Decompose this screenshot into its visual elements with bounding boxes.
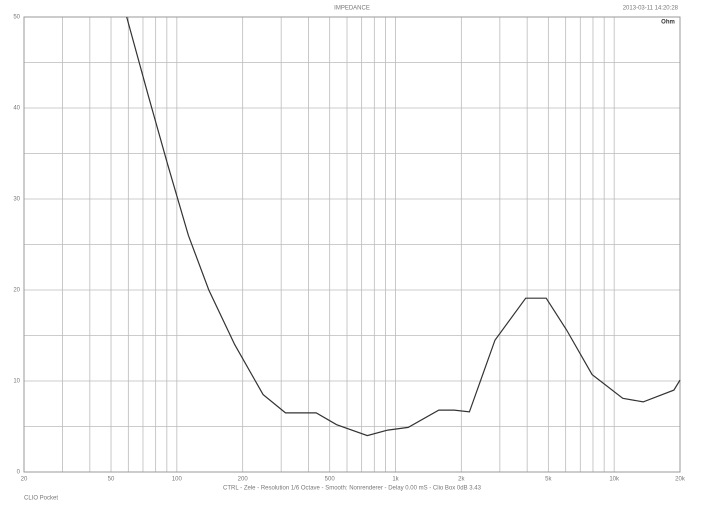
chart-title: IMPEDANCE [334, 6, 370, 12]
x-tick-label: 500 [325, 477, 336, 483]
data-line [126, 16, 681, 437]
x-tick-label: 20k [675, 477, 686, 483]
x-tick-label: 10k [609, 477, 620, 483]
footer: CLIO Pocket [24, 496, 58, 502]
y-tick-label: 0 [17, 470, 21, 476]
y-tick-label: 30 [13, 197, 20, 203]
x-tick-label: 2k [458, 477, 465, 483]
x-tick-label: 5k [545, 477, 552, 483]
y-tick-label: 20 [13, 288, 20, 294]
timestamp: 2013-03-11 14:20:28 [623, 6, 679, 12]
x-tick-label: 200 [238, 477, 249, 483]
unit-label: Ohm [661, 20, 675, 26]
x-tick-label: 100 [172, 477, 183, 483]
x-tick-label: 1k [392, 477, 399, 483]
x-tick-label: 50 [108, 477, 115, 483]
caption: CTRL - Zele - Resolution 1/6 Octave - Sm… [223, 486, 482, 492]
plot-frame [23, 16, 681, 473]
x-tick-label: 20 [21, 477, 28, 483]
y-tick-label: 40 [13, 106, 20, 112]
y-tick-label: 10 [13, 379, 20, 385]
y-tick-label: 50 [13, 15, 20, 21]
